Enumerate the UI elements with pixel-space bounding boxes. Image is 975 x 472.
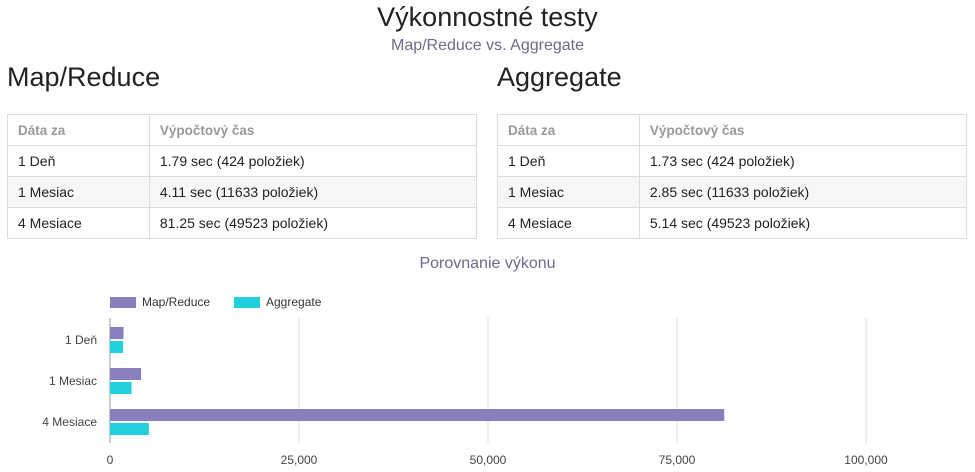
mapreduce-table: Dáta za Výpočtový čas 1 Deň 1.79 sec (42… [7,114,478,239]
column-header: Výpočtový čas [638,114,968,146]
table-cell: 1.73 sec (424 položiek) [638,145,968,177]
column-header: Výpočtový čas [148,114,478,146]
column-header: Dáta za [497,114,640,146]
x-tick-label: 75,000 [659,453,696,467]
table-row: 1 Mesiac 2.85 sec (11633 položiek) [497,176,968,208]
x-tick-label: 0 [107,453,114,467]
table-cell: 81.25 sec (49523 položiek) [148,207,478,239]
table-row: 1 Deň 1.73 sec (424 položiek) [497,145,968,177]
x-tick-label: 100,000 [844,453,888,467]
table-cell: 1 Mesiac [7,176,150,208]
table-cell: 4 Mesiace [497,207,640,239]
aggregate-table: Dáta za Výpočtový čas 1 Deň 1.73 sec (42… [497,114,968,239]
bar-map-reduce [110,327,124,339]
bar-map-reduce [110,368,142,380]
y-category-label: 4 Mesiace [42,415,97,429]
table-cell: 1.79 sec (424 položiek) [148,145,478,177]
aggregate-section-title: Aggregate [497,62,622,92]
table-row: 4 Mesiace 81.25 sec (49523 položiek) [7,207,478,239]
table-row: 1 Deň 1.79 sec (424 položiek) [7,145,478,177]
table-cell: 1 Deň [497,145,640,177]
table-cell: 4 Mesiace [7,207,150,239]
table-cell: 1 Deň [7,145,150,177]
legend-label: Aggregate [266,295,322,309]
table-cell: 1 Mesiac [497,176,640,208]
chart-title: Porovnanie výkonu [419,255,556,272]
bar-aggregate [110,341,124,353]
table-row: 4 Mesiace 5.14 sec (49523 položiek) [497,207,968,239]
column-header: Dáta za [7,114,150,146]
table-cell: 2.85 sec (11633 položiek) [638,176,968,208]
page-title: Výkonnostné testy [377,2,598,32]
bar-map-reduce [110,409,725,421]
table-header-row: Dáta za Výpočtový čas [497,114,968,146]
legend-label: Map/Reduce [142,295,210,309]
y-category-label: 1 Mesiac [49,374,97,388]
comparison-chart: 0 25,000 50,000 75,000 100,000 1 Deň 1 Mesiac 4… [42,295,888,467]
x-tick-label: 25,000 [281,453,318,467]
table-header-row: Dáta za Výpočtový čas [7,114,478,146]
x-tick-label: 50,000 [470,453,507,467]
table-cell: 5.14 sec (49523 položiek) [638,207,968,239]
table-cell: 4.11 sec (11633 položiek) [148,176,478,208]
y-category-label: 1 Deň [65,333,97,347]
page-subtitle: Map/Reduce vs. Aggregate [390,37,584,54]
bar-aggregate [110,382,132,394]
mapreduce-section-title: Map/Reduce [7,62,161,92]
table-row: 1 Mesiac 4.11 sec (11633 položiek) [7,176,478,208]
bar-aggregate [110,423,149,435]
legend-swatch [110,297,136,308]
legend-swatch [234,297,260,308]
